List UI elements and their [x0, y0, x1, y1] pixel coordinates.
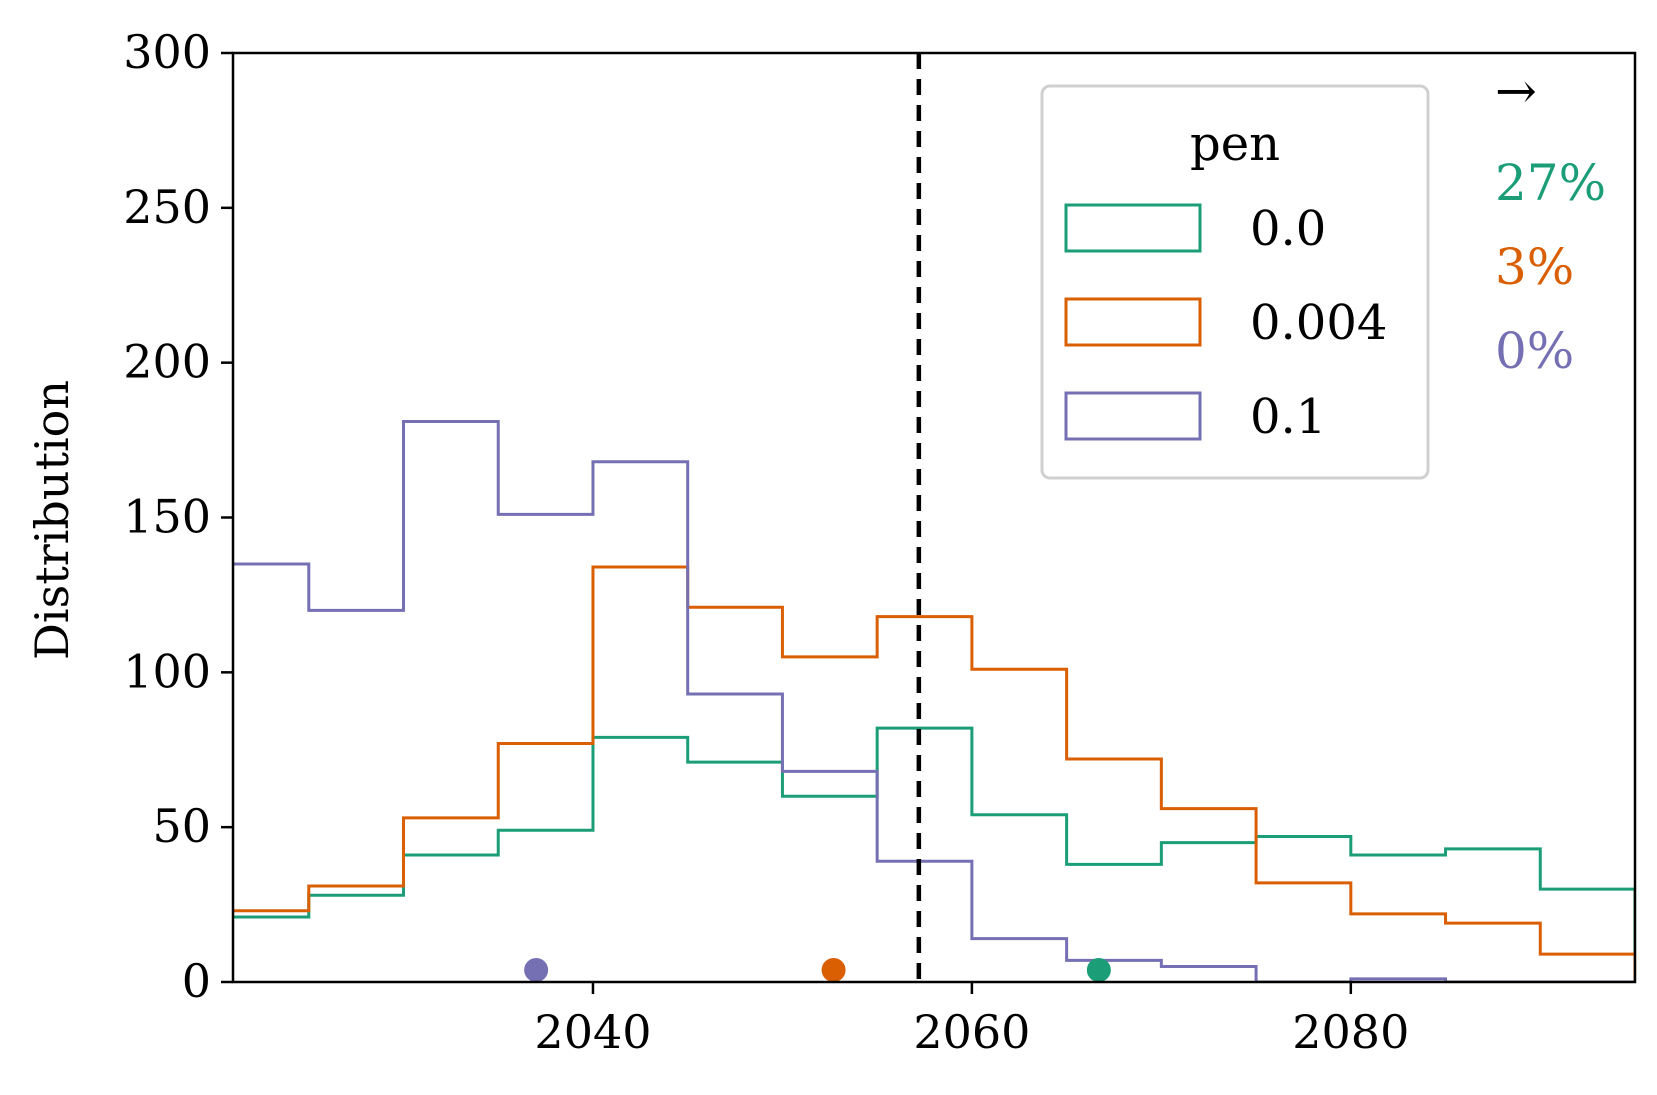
- series-step-line-1: [233, 565, 1635, 982]
- legend-label-1: 0.004: [1250, 295, 1387, 351]
- series-marker-0: [1086, 958, 1111, 982]
- percent-label-0: 27%: [1495, 154, 1606, 212]
- series-marker-2: [524, 958, 549, 982]
- x-axis: 2040 2060 2080: [534, 982, 1409, 1059]
- legend-label-0: 0.0: [1250, 201, 1326, 257]
- legend-label-2: 0.1: [1250, 389, 1326, 445]
- y-tick-label: 150: [123, 490, 211, 544]
- legend-swatch-0: [1064, 203, 1202, 253]
- y-tick-label: 250: [123, 180, 211, 234]
- side-annotations: → 27% 3% 0%: [1495, 62, 1606, 380]
- y-axis: 0 50 100 150 200 250 300: [123, 25, 233, 1008]
- legend-title: pen: [1190, 116, 1280, 172]
- series-step-line-0: [233, 726, 1635, 982]
- y-tick-label: 0: [182, 954, 211, 1008]
- y-tick-label: 300: [123, 25, 211, 79]
- x-tick-label: 2040: [534, 1005, 651, 1059]
- y-axis-label: Distribution: [25, 380, 79, 660]
- legend-swatch-2: [1064, 391, 1202, 441]
- x-tick-label: 2060: [913, 1005, 1030, 1059]
- legend-frame: [1040, 84, 1430, 480]
- percent-label-1: 3%: [1495, 238, 1574, 296]
- plot-area: [231, 51, 1637, 984]
- y-tick-label: 50: [152, 799, 211, 853]
- y-tick-label: 200: [123, 335, 211, 389]
- x-tick-label: 2080: [1292, 1005, 1409, 1059]
- series-step-line-2: [233, 420, 1635, 982]
- series-marker-1: [821, 958, 846, 982]
- legend: pen 0.0 0.004 0.1: [1040, 84, 1430, 480]
- series-group: [233, 420, 1635, 982]
- legend-swatch-1: [1064, 297, 1202, 347]
- percent-label-2: 0%: [1495, 322, 1574, 380]
- y-tick-label: 100: [123, 644, 211, 698]
- arrow-label: →: [1495, 62, 1537, 120]
